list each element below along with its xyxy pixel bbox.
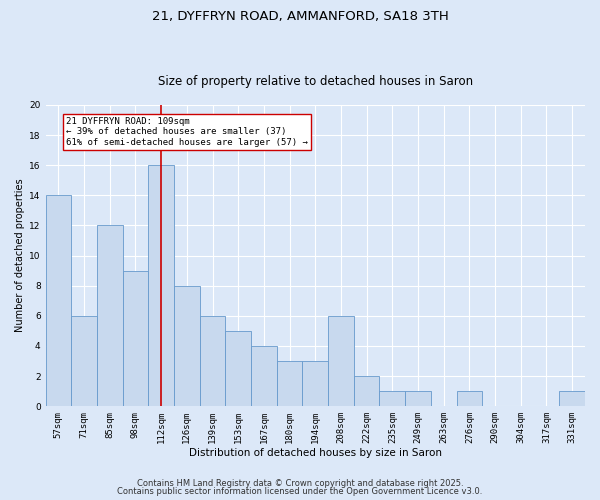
Bar <box>174 286 200 406</box>
Bar <box>302 361 328 406</box>
Bar <box>200 316 226 406</box>
Bar <box>405 391 431 406</box>
Bar <box>379 391 405 406</box>
Bar <box>97 226 122 406</box>
Text: Contains public sector information licensed under the Open Government Licence v3: Contains public sector information licen… <box>118 487 482 496</box>
Bar <box>277 361 302 406</box>
Title: Size of property relative to detached houses in Saron: Size of property relative to detached ho… <box>158 76 473 88</box>
Text: 21 DYFFRYN ROAD: 109sqm
← 39% of detached houses are smaller (37)
61% of semi-de: 21 DYFFRYN ROAD: 109sqm ← 39% of detache… <box>66 117 308 147</box>
Bar <box>71 316 97 406</box>
Bar <box>328 316 354 406</box>
Bar <box>559 391 585 406</box>
Bar <box>457 391 482 406</box>
Bar <box>354 376 379 406</box>
Bar <box>251 346 277 406</box>
Bar <box>148 165 174 406</box>
Text: Contains HM Land Registry data © Crown copyright and database right 2025.: Contains HM Land Registry data © Crown c… <box>137 478 463 488</box>
X-axis label: Distribution of detached houses by size in Saron: Distribution of detached houses by size … <box>189 448 442 458</box>
Bar <box>122 270 148 406</box>
Bar <box>226 331 251 406</box>
Bar <box>46 196 71 406</box>
Y-axis label: Number of detached properties: Number of detached properties <box>15 179 25 332</box>
Text: 21, DYFFRYN ROAD, AMMANFORD, SA18 3TH: 21, DYFFRYN ROAD, AMMANFORD, SA18 3TH <box>152 10 448 23</box>
